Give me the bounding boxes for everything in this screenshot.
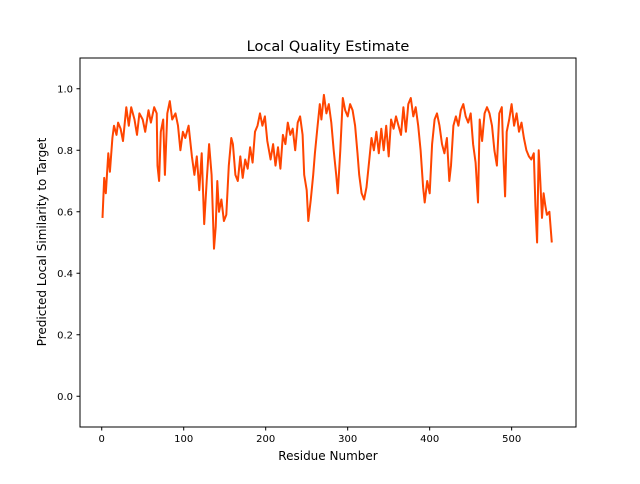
y-tick-label: 0.6 [57,207,73,218]
x-axis-label: Residue Number [278,449,377,463]
y-tick-label: 0.0 [57,392,73,403]
y-axis: 0.0 0.2 0.4 0.6 0.8 1.0 [57,84,80,403]
x-tick-label: 100 [174,434,193,445]
series-line [101,93,553,250]
x-tick-label: 500 [502,434,521,445]
y-tick-label: 0.4 [57,269,73,280]
y-tick-label: 0.2 [57,330,73,341]
y-axis-label: Predicted Local Similarity to Target [35,137,49,346]
x-axis: 0 100 200 300 400 500 [99,427,521,445]
x-tick-label: 0 [99,434,105,445]
chart-title: Local Quality Estimate [247,39,410,55]
x-tick-label: 200 [256,434,275,445]
axes-frame [79,57,577,428]
plot-area [101,93,553,250]
x-tick-label: 300 [338,434,357,445]
y-tick-label: 0.8 [57,146,73,157]
y-tick-label: 1.0 [57,84,73,95]
x-tick-label: 400 [420,434,439,445]
